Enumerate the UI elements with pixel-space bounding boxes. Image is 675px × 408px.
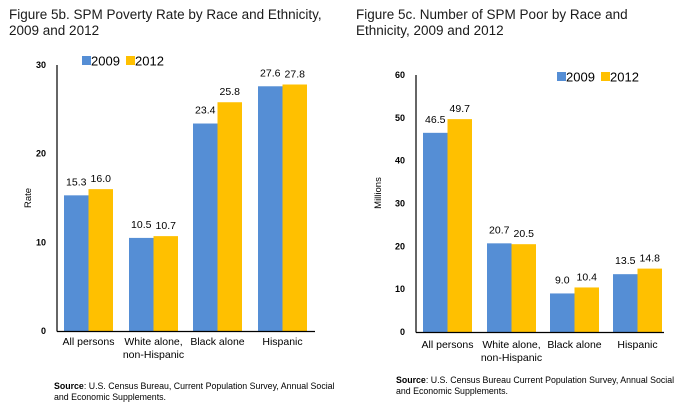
source-note-5b: Source: U.S. Census Bureau, Current Popu… xyxy=(54,381,344,403)
y-tick-label: 10 xyxy=(36,237,46,247)
x-tick-label: Black alone xyxy=(547,339,601,351)
legend-label-2009: 2009 xyxy=(91,54,120,69)
source-text: : U.S. Census Bureau Current Population … xyxy=(396,375,675,396)
data-label: 27.6 xyxy=(260,67,281,79)
chart-title-5c: Figure 5c. Number of SPM Poor by Race an… xyxy=(356,7,628,38)
bar-2009-0 xyxy=(423,132,448,332)
legend-label-2009: 2009 xyxy=(566,70,595,85)
data-label: 46.5 xyxy=(425,114,446,126)
bar-2012-3 xyxy=(637,268,662,332)
data-label: 49.7 xyxy=(450,103,471,115)
source-text: : U.S. Census Bureau, Current Population… xyxy=(54,381,335,402)
legend-swatch-2012 xyxy=(601,72,610,81)
x-tick-label: White alone, xyxy=(124,336,182,348)
x-tick-label: Hispanic xyxy=(617,339,657,351)
y-tick-label: 20 xyxy=(395,241,405,251)
y-tick-label: 10 xyxy=(395,284,405,294)
bar-2009-3 xyxy=(613,274,638,332)
data-label: 23.4 xyxy=(195,105,216,117)
bar-2009-1 xyxy=(129,237,154,331)
y-tick-label: 50 xyxy=(395,113,405,123)
legend-swatch-2012 xyxy=(126,56,135,65)
bar-2012-0 xyxy=(447,119,472,332)
data-label: 10.7 xyxy=(156,220,177,232)
bar-2009-2 xyxy=(193,123,218,332)
bar-2009-2 xyxy=(550,293,575,332)
x-tick-label: non-Hispanic xyxy=(481,352,542,364)
legend-swatch-2009 xyxy=(557,72,566,81)
y-tick-label: 0 xyxy=(41,326,46,336)
legend-label-2012: 2012 xyxy=(135,54,164,69)
data-label: 27.8 xyxy=(285,69,306,81)
x-tick-label: White alone, xyxy=(482,339,540,351)
bar-2012-2 xyxy=(217,102,242,332)
data-label: 25.8 xyxy=(220,86,241,98)
bar-2012-2 xyxy=(574,287,599,332)
data-label: 16.0 xyxy=(91,173,112,185)
x-tick-label: non-Hispanic xyxy=(123,349,184,361)
bar-2009-3 xyxy=(258,86,283,331)
legend-label-2012: 2012 xyxy=(610,70,639,85)
y-tick-label: 0 xyxy=(400,327,405,337)
y-tick-label: 30 xyxy=(395,199,405,209)
bar-2012-0 xyxy=(88,189,113,331)
y-tick-label: 60 xyxy=(395,70,405,80)
x-tick-label: All persons xyxy=(63,336,115,348)
data-label: 14.8 xyxy=(640,253,661,265)
y-tick-label: 20 xyxy=(36,149,46,159)
data-label: 13.5 xyxy=(615,255,636,267)
data-label: 15.3 xyxy=(66,176,87,188)
data-label: 10.5 xyxy=(131,219,152,231)
x-tick-label: Hispanic xyxy=(262,336,302,348)
y-axis-label: Millions xyxy=(373,177,384,209)
chart-title-5b: Figure 5b. SPM Poverty Rate by Race and … xyxy=(9,7,322,38)
source-label: Source xyxy=(54,381,84,391)
y-tick-label: 40 xyxy=(395,156,405,166)
y-axis-label: Rate xyxy=(23,188,34,208)
bar-2012-1 xyxy=(511,244,536,332)
data-label: 20.7 xyxy=(489,224,510,236)
legend-swatch-2009 xyxy=(82,56,91,65)
bar-2012-3 xyxy=(282,84,307,331)
bar-2009-1 xyxy=(487,243,512,332)
y-tick-label: 30 xyxy=(36,60,46,70)
source-note-5c: Source: U.S. Census Bureau Current Popul… xyxy=(396,375,675,397)
data-label: 10.4 xyxy=(577,271,598,283)
x-tick-label: All persons xyxy=(422,339,474,351)
bar-2012-1 xyxy=(153,236,178,331)
source-label: Source xyxy=(396,375,426,385)
data-label: 9.0 xyxy=(555,274,570,286)
data-label: 20.5 xyxy=(514,228,535,240)
x-tick-label: Black alone xyxy=(190,336,244,348)
bar-2009-0 xyxy=(64,195,89,331)
